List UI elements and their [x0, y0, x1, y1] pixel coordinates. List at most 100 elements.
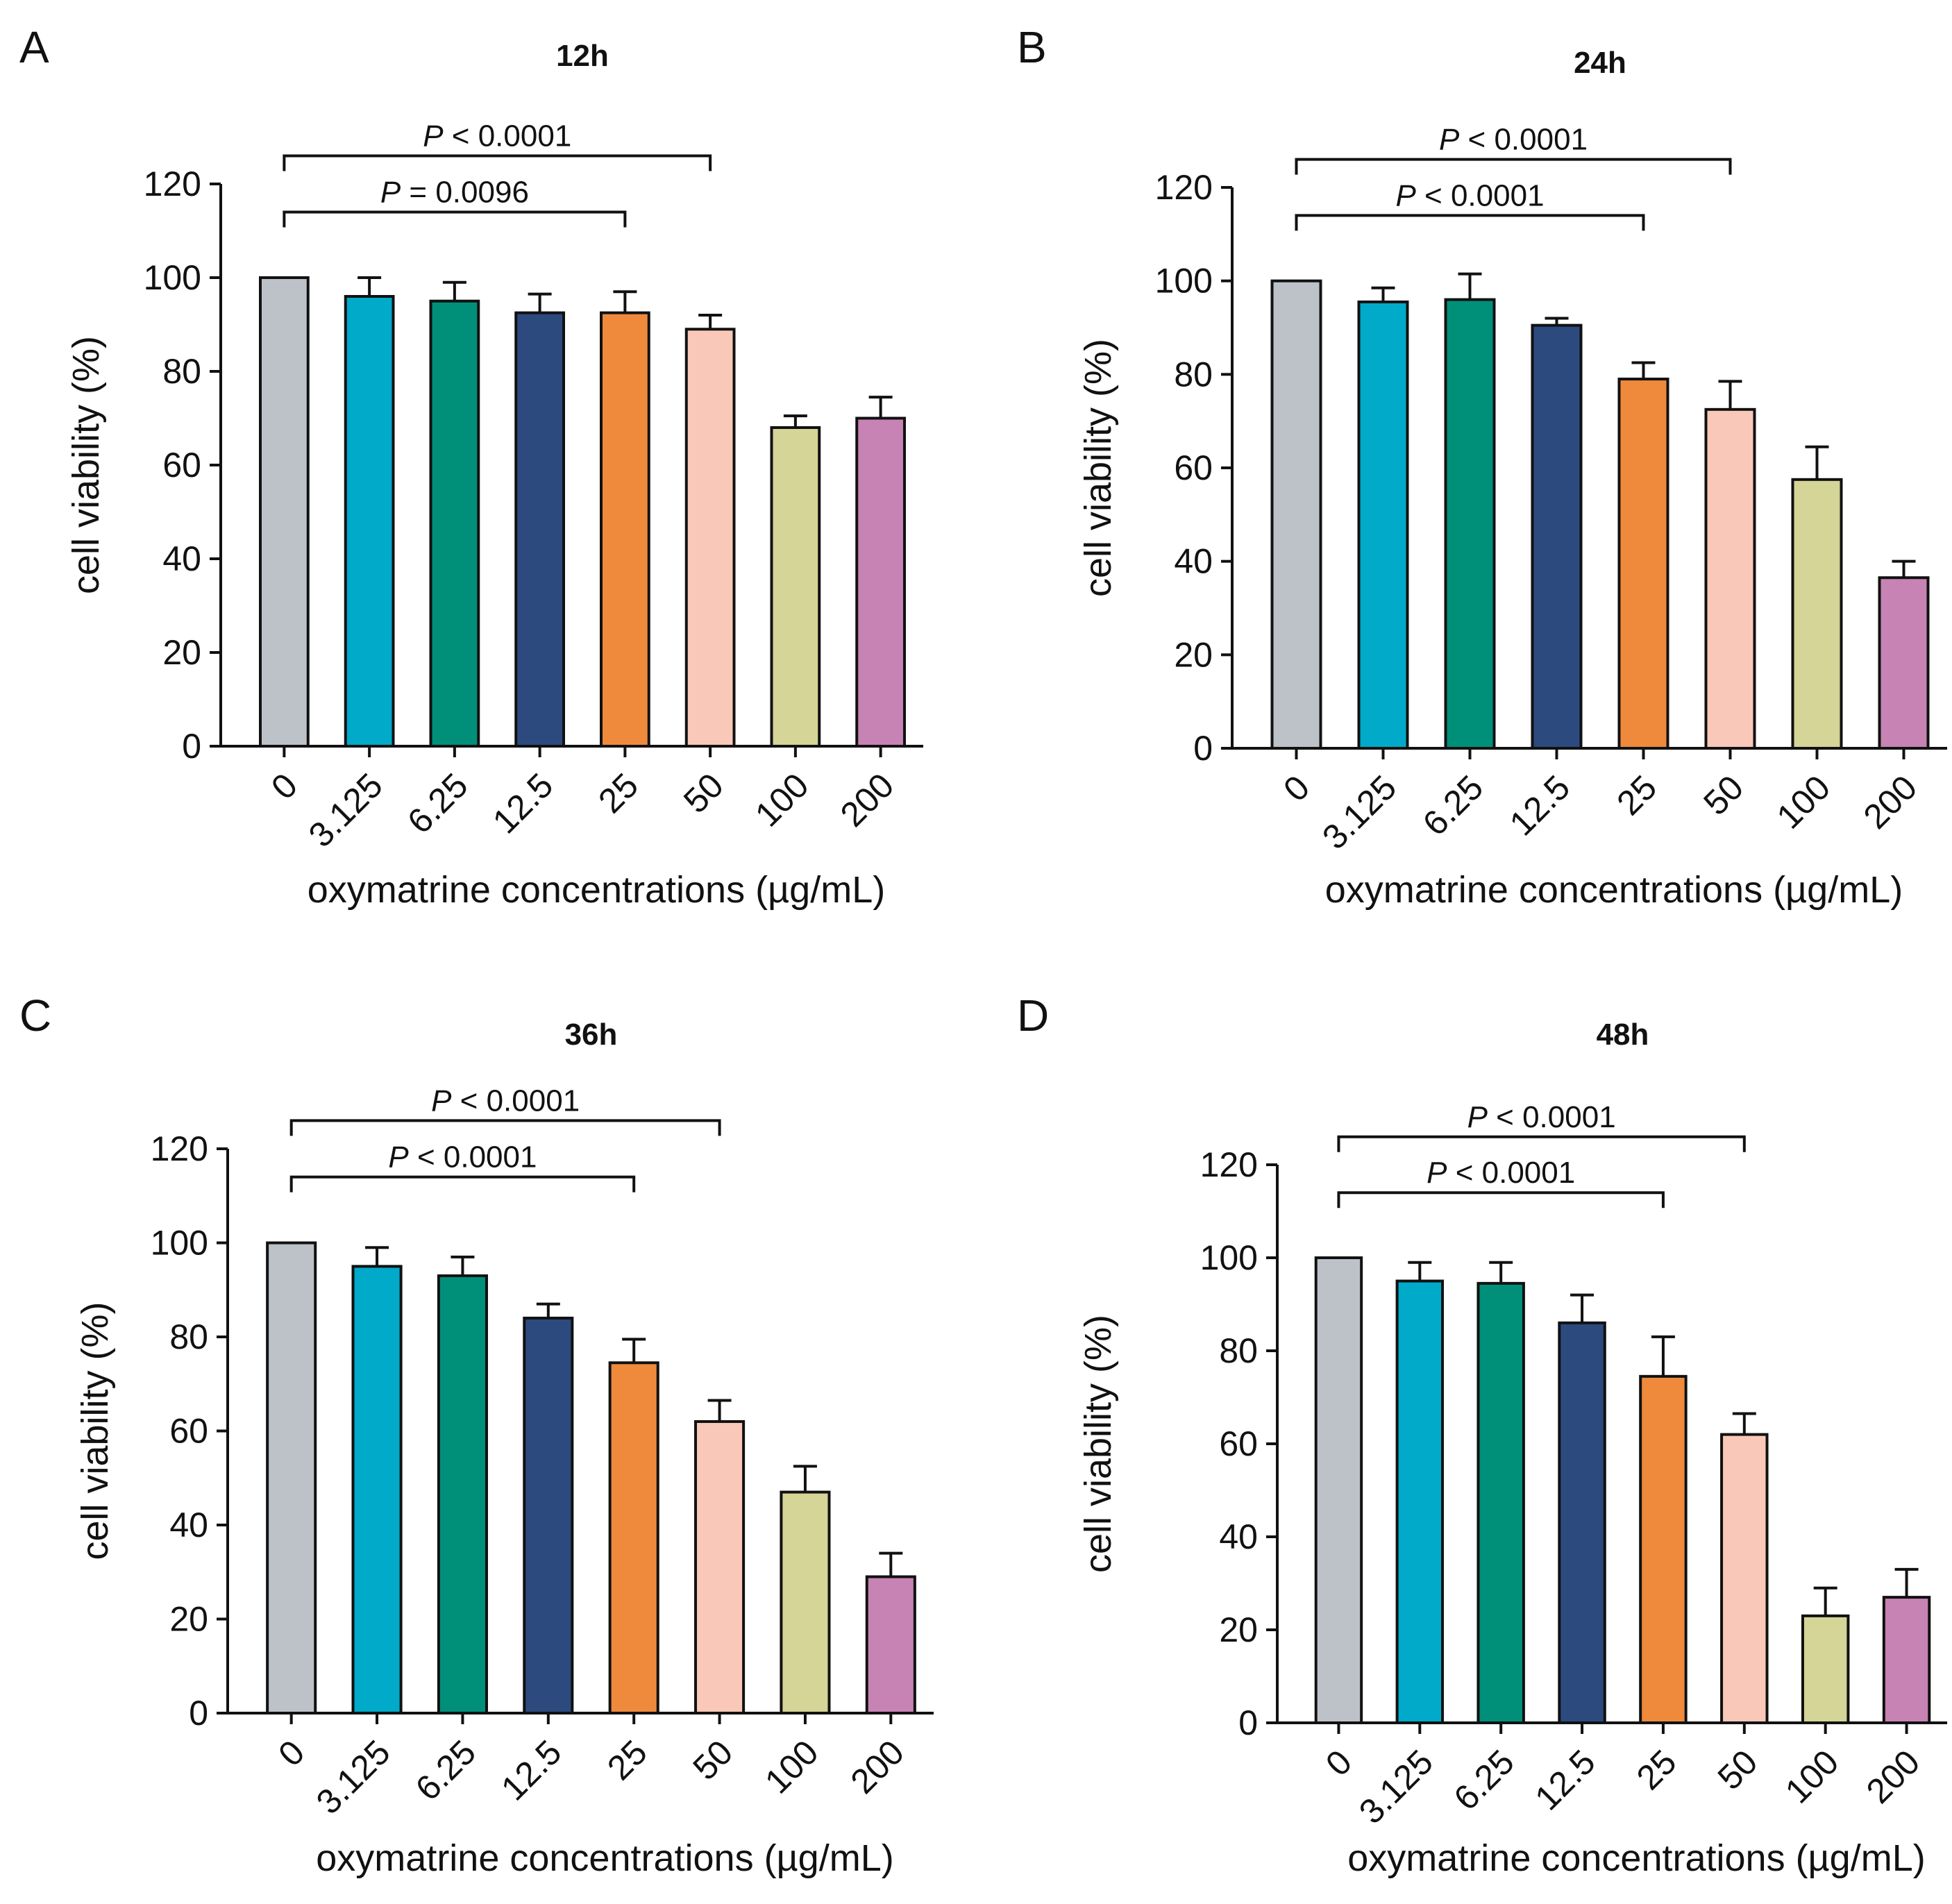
x-axis-label: oxymatrine concentrations (µg/mL): [308, 869, 885, 911]
bar-0: [266, 1241, 317, 1715]
y-axis-label: cell viability (%): [1077, 339, 1119, 597]
bar-3.125: [1357, 300, 1409, 750]
x-tick-label: 6.25: [400, 766, 475, 841]
y-tick-label: 80: [162, 352, 201, 391]
x-tick-label: 12.5: [1527, 1742, 1602, 1817]
y-tick-label: 0: [1238, 1703, 1258, 1742]
bar-50: [694, 1419, 746, 1715]
y-tick-label: 40: [169, 1506, 208, 1544]
x-tick-label: 6.25: [408, 1733, 483, 1808]
bar-3.125: [344, 295, 395, 748]
x-tick-label: 25: [600, 1733, 655, 1787]
x-tick-label: 50: [685, 1733, 740, 1787]
x-tick-label: 25: [1629, 1742, 1684, 1797]
bar-200: [865, 1575, 916, 1715]
y-tick-label: 120: [1200, 1145, 1258, 1184]
bar-25: [600, 311, 650, 748]
significance-label: P < 0.0001: [1427, 1156, 1575, 1190]
y-tick-label: 80: [1174, 355, 1213, 394]
bar-12.5: [523, 1316, 574, 1715]
x-tick-label: 12.5: [1502, 768, 1577, 843]
x-tick-label: 200: [1859, 1742, 1928, 1811]
bar-50: [1704, 407, 1756, 750]
bar-0: [1270, 279, 1322, 750]
x-axis-label: oxymatrine concentrations (µg/mL): [1325, 869, 1903, 911]
x-tick-label: 200: [833, 766, 902, 834]
x-tick-label: 100: [748, 766, 816, 834]
x-tick-label: 100: [1769, 768, 1838, 836]
significance-label: P < 0.0001: [423, 119, 571, 153]
chart-title: 36h: [565, 1018, 618, 1052]
y-tick-label: 60: [162, 446, 201, 485]
significance-bracket: [283, 210, 627, 228]
bar-6.25: [1444, 298, 1496, 750]
bar-3.125: [351, 1265, 403, 1715]
y-tick-label: 60: [169, 1412, 208, 1451]
y-tick-label: 100: [1155, 262, 1213, 301]
significance-bracket: [289, 1175, 636, 1193]
x-tick-label: 3.125: [1315, 768, 1404, 857]
significance-bracket: [1337, 1191, 1665, 1208]
y-tick-label: 40: [1219, 1517, 1258, 1556]
bar-0: [1314, 1256, 1363, 1724]
y-tick-label: 60: [1219, 1424, 1258, 1463]
y-tick-label: 20: [169, 1600, 208, 1639]
x-tick-label: 12.5: [485, 766, 560, 841]
x-axis-label: oxymatrine concentrations (µg/mL): [316, 1837, 893, 1879]
x-tick-label: 3.125: [301, 766, 390, 854]
x-tick-label: 50: [1696, 768, 1751, 823]
bar-50: [684, 328, 736, 748]
significance-bracket: [289, 1119, 721, 1136]
y-tick-label: 0: [189, 1694, 208, 1733]
x-tick-label: 50: [1710, 1742, 1765, 1797]
y-tick-label: 0: [182, 727, 201, 766]
significance-label: P < 0.0001: [431, 1084, 580, 1118]
chart-title: 12h: [556, 39, 609, 73]
y-tick-label: 80: [1219, 1331, 1258, 1370]
bar-3.125: [1395, 1279, 1445, 1724]
x-tick-label: 3.125: [309, 1733, 398, 1821]
bar-6.25: [437, 1274, 488, 1715]
y-axis-label: cell viability (%): [65, 336, 107, 594]
bar-100: [780, 1490, 831, 1715]
y-tick-label: 40: [162, 539, 201, 578]
y-tick-label: 120: [1155, 168, 1213, 207]
y-tick-label: 60: [1174, 448, 1213, 487]
y-axis-label: cell viability (%): [1077, 1315, 1119, 1573]
x-tick-label: 50: [676, 766, 731, 820]
chart-title: 48h: [1597, 1018, 1649, 1052]
bar-0: [259, 276, 310, 748]
x-tick-label: 100: [1778, 1742, 1846, 1811]
chart-title: 24h: [1574, 46, 1626, 80]
x-tick-label: 25: [591, 766, 646, 820]
x-tick-label: 200: [843, 1733, 911, 1801]
bar-25: [1617, 378, 1669, 750]
significance-bracket: [283, 154, 712, 171]
bar-12.5: [514, 311, 565, 748]
x-tick-label: 6.25: [1447, 1742, 1522, 1817]
x-tick-label: 200: [1856, 768, 1925, 836]
bar-200: [1882, 1596, 1931, 1725]
y-tick-label: 100: [144, 258, 201, 297]
y-tick-label: 120: [144, 165, 201, 203]
x-tick-label: 100: [757, 1733, 826, 1801]
y-tick-label: 40: [1174, 542, 1213, 581]
bar-200: [1878, 576, 1930, 750]
y-tick-label: 100: [151, 1224, 208, 1263]
bar-200: [855, 416, 906, 748]
y-tick-label: 20: [162, 633, 201, 672]
panel-letter: C: [19, 991, 51, 1041]
bar-100: [1801, 1614, 1850, 1724]
y-tick-label: 80: [169, 1317, 208, 1356]
significance-bracket: [1295, 158, 1732, 175]
panel-letter: B: [1017, 22, 1047, 72]
bar-100: [770, 426, 821, 748]
x-tick-label: 3.125: [1352, 1742, 1440, 1831]
significance-bracket: [1295, 214, 1645, 231]
x-tick-label: 0: [1318, 1742, 1359, 1783]
significance-label: P < 0.0001: [388, 1140, 537, 1174]
x-tick-label: 25: [1609, 768, 1664, 823]
